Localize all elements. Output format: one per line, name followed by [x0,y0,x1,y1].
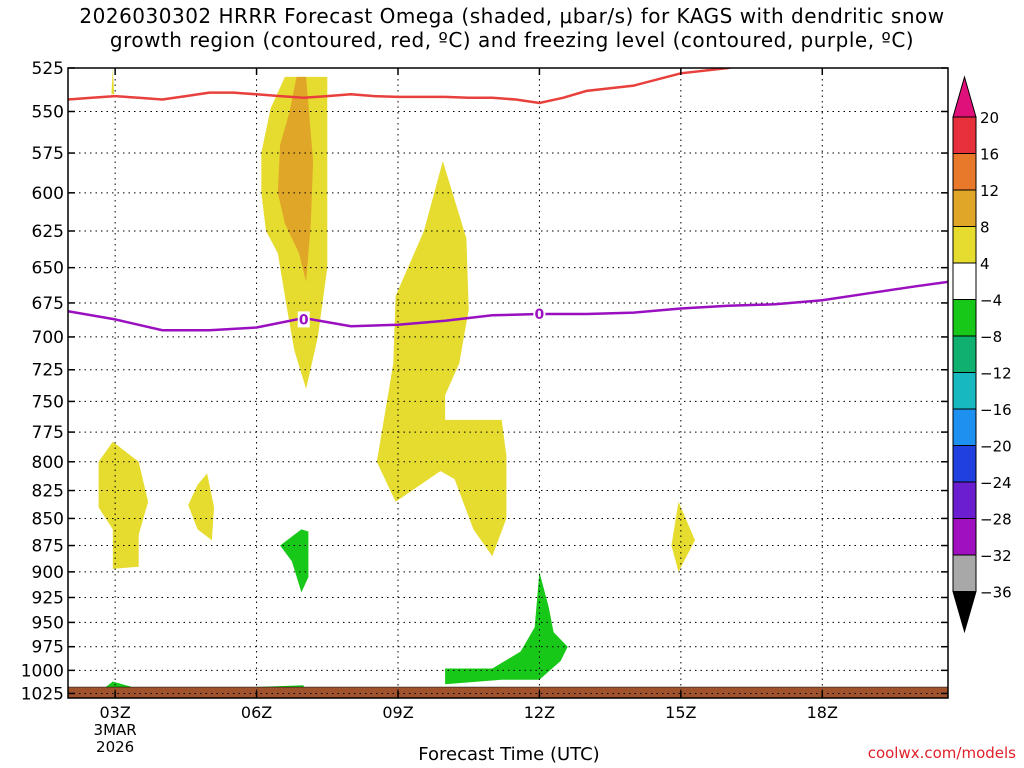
colorbar-label: −36 [980,584,1012,602]
dgz-contour-line [68,68,734,105]
x-tick-label: 09Z [382,703,413,722]
x-tick-label: 18Z [807,703,838,722]
freezing-contour-label: 0 [299,312,309,328]
colorbar-segment [952,299,977,337]
colorbar-label: 16 [980,146,999,164]
colorbar-segment [952,226,977,264]
colorbar-label: −32 [980,547,1012,565]
y-tick-label: 925 [32,588,64,608]
colorbar-label: 12 [980,182,999,200]
omega-region-4_8 [111,68,115,95]
y-tick-label: 575 [32,144,64,164]
colorbar-label: −28 [980,511,1012,529]
y-tick-label: 775 [32,423,64,443]
colorbar-segment [952,262,977,300]
plot-frame [67,67,949,699]
x-tick-label: 06Z [241,703,272,722]
omega-region-4_8 [98,441,149,569]
y-tick-label: 625 [32,222,64,242]
colorbar-top-arrow [952,75,977,118]
colorbar-bottom-arrow [952,591,977,634]
colorbar-label: −20 [980,438,1012,456]
date-label-year: 2026 [96,738,134,756]
colorbar-label: 20 [980,109,999,127]
colorbar-segment [952,408,977,446]
colorbar-segment [952,481,977,519]
omega-region-4_8 [376,161,507,557]
colorbar-label: 8 [980,219,990,237]
omega-region-neg4_neg8 [280,529,309,593]
colorbar-label: −8 [980,328,1002,346]
colorbar-segment [952,445,977,483]
y-tick-label: 975 [32,638,64,658]
title-line-2: growth region (contoured, red, ºC) and f… [109,28,915,52]
terrain-band [68,686,948,698]
colorbar-segment [952,518,977,556]
title-line-1: 2026030302 HRRR Forecast Omega (shaded, … [79,4,945,28]
x-tick-label: 12Z [524,703,555,722]
date-label-day: 3MAR [94,721,137,739]
y-tick-label: 875 [32,537,64,557]
freezing-contour-label: 0 [535,307,545,323]
credit-link[interactable]: coolwx.com/models [867,744,1016,762]
y-tick-label: 675 [32,294,64,314]
y-tick-label: 550 [32,102,64,122]
freezing-level-line [68,280,948,332]
y-tick-label: 700 [32,328,64,348]
x-tick-label: 03Z [99,703,130,722]
y-tick-label: 750 [32,392,64,412]
colorbar-label: 4 [980,255,990,273]
omega-region-neg4_neg8 [445,571,568,685]
freezing-label-bg [297,311,310,328]
y-tick-label: 850 [32,509,64,529]
colorbar-segment [952,554,977,592]
y-tick-label: 900 [32,563,64,583]
colorbar-segment [952,189,977,227]
colorbar-label: −24 [980,474,1012,492]
y-tick-label: 525 [32,59,64,79]
colorbar-segment [952,116,977,154]
colorbar-segment [952,153,977,191]
colorbar-label: −16 [980,401,1012,419]
y-tick-label: 1000 [21,661,64,681]
colorbar-segment [952,335,977,373]
y-tick-label: 725 [32,361,64,381]
freezing-label-bg [533,305,546,322]
x-axis-label: Forecast Time (UTC) [418,744,600,765]
y-tick-label: 1025 [21,684,64,704]
omega-region-8_12 [277,76,314,282]
colorbar-label: −12 [980,365,1012,383]
y-tick-label: 950 [32,613,64,633]
x-tick-label: 15Z [665,703,696,722]
colorbar-label: −4 [980,292,1002,310]
omega-region-4_8 [671,501,695,572]
chart-title: 2026030302 HRRR Forecast Omega (shaded, … [0,4,1024,52]
y-tick-label: 825 [32,482,64,502]
omega-region-4_8 [188,473,215,541]
y-tick-label: 600 [32,184,64,204]
y-tick-label: 800 [32,453,64,473]
colorbar-segment [952,372,977,410]
y-tick-label: 650 [32,259,64,279]
